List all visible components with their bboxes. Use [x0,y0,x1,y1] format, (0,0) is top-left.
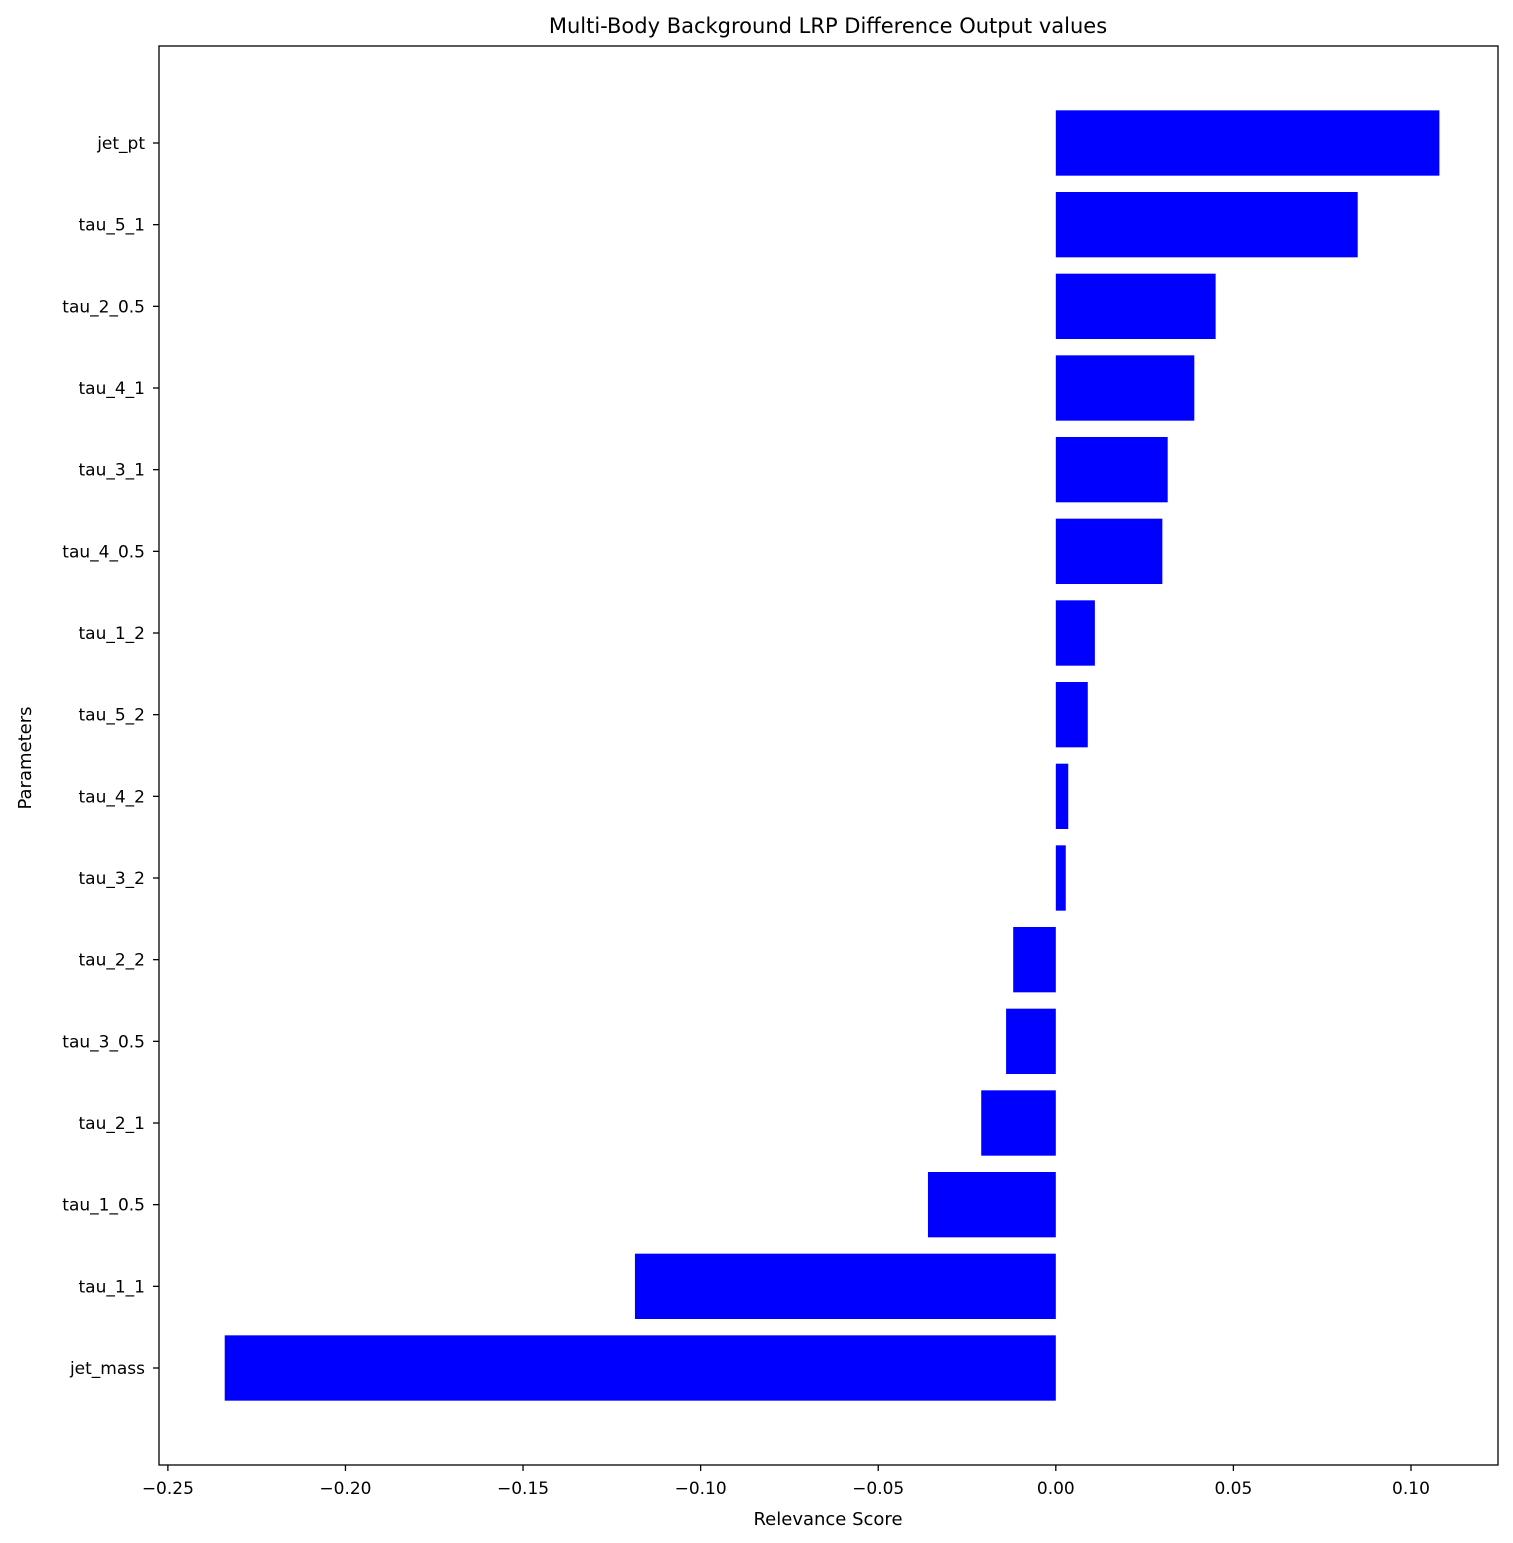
y-tick-label: tau_3_0.5 [62,1032,145,1052]
y-tick-label: tau_4_2 [79,787,146,807]
bar-tau_3_0.5 [1006,1008,1056,1074]
y-tick-label: jet_mass [69,1359,145,1379]
x-tick-label: −0.25 [142,1479,194,1499]
y-tick-label: jet_pt [96,134,145,154]
x-tick-label: −0.05 [852,1479,904,1499]
y-tick-label: tau_4_0.5 [62,542,145,562]
y-tick-label: tau_2_0.5 [62,297,145,317]
y-tick-label: tau_3_2 [79,869,146,889]
y-tick-label: tau_1_2 [79,624,146,644]
y-tick-label: tau_1_1 [79,1277,146,1297]
bar-tau_4_2 [1055,763,1069,829]
x-tick-label: −0.15 [497,1479,549,1499]
bar-tau_1_2 [1055,600,1095,666]
bar-tau_1_1 [634,1253,1056,1319]
x-tick-label: 0.00 [1037,1479,1075,1499]
bar-tau_3_1 [1055,437,1168,503]
bar-tau_2_0.5 [1055,273,1216,339]
y-tick-label: tau_4_1 [79,379,146,399]
x-axis-label: Relevance Score [753,1509,902,1530]
x-tick-label: 0.10 [1392,1479,1430,1499]
bar-tau_5_1 [1055,192,1358,258]
y-tick-label: tau_1_0.5 [62,1196,145,1216]
y-tick-label: tau_3_1 [79,461,146,481]
bar-jet_pt [1055,110,1440,176]
x-tick-label: −0.20 [319,1479,371,1499]
bar-jet_mass [224,1335,1056,1401]
y-axis-label: Parameters [15,706,36,809]
bars-group [224,110,1440,1401]
bar-tau_1_0.5 [927,1172,1056,1238]
x-tick-label: −0.10 [675,1479,727,1499]
y-tick-label: tau_5_1 [79,216,146,236]
bar-tau_2_2 [1013,927,1056,993]
bar-tau_4_1 [1055,355,1195,421]
y-axis-ticks: jet_pt tau_5_1 tau_2_0.5 tau_4_1 tau_3_1 tau_… [62,134,159,1379]
x-axis-ticks: −0.25 −0.20 −0.15 −0.10 −0.05 0.00 0.05 0.10 [142,1465,1430,1499]
y-tick-label: tau_5_2 [79,706,146,726]
bar-tau_4_0.5 [1055,518,1163,584]
bar-tau_2_1 [981,1090,1056,1156]
plot-area-frame [158,45,1499,1466]
y-tick-label: tau_2_1 [79,1114,146,1134]
bar-tau_5_2 [1055,682,1088,748]
x-tick-label: 0.05 [1214,1479,1252,1499]
chart-title: Multi-Body Background LRP Difference Out… [549,14,1107,38]
y-tick-label: tau_2_2 [79,951,146,971]
bar-tau_3_2 [1055,845,1066,911]
